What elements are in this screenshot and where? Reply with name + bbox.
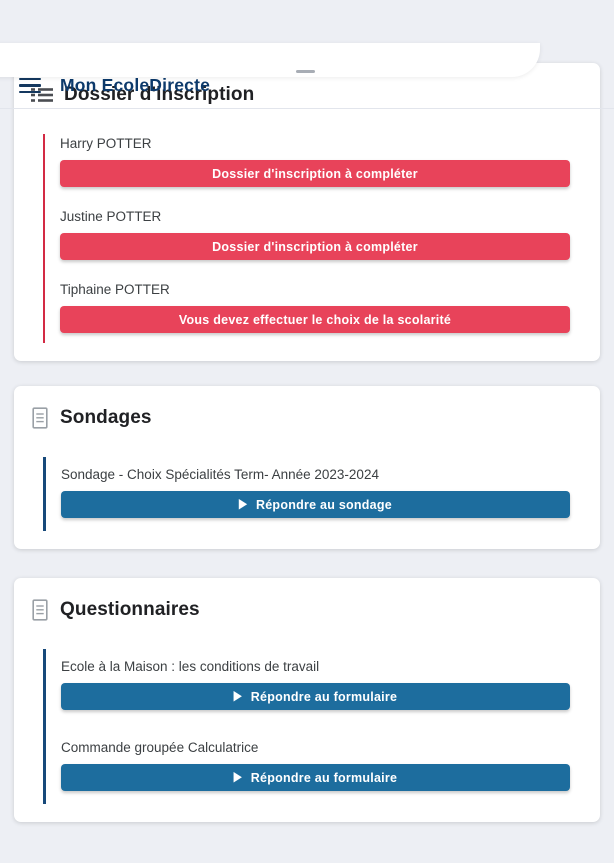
dossier-a-completer-button[interactable]: Dossier d'inscription à compléter xyxy=(60,233,570,260)
dossier-heading: Dossier d'inscription xyxy=(30,84,570,106)
sondages-heading: Sondages xyxy=(30,407,570,429)
sondage-item: Sondage - Choix Spécialités Term- Année … xyxy=(61,467,570,518)
questionnaires-heading: Questionnaires xyxy=(30,599,570,621)
section-title: Questionnaires xyxy=(60,599,200,620)
section-questionnaires: Questionnaires Ecole à la Maison : les c… xyxy=(14,578,600,822)
sondage-label: Sondage - Choix Spécialités Term- Année … xyxy=(61,467,379,482)
student-item: Justine POTTER Dossier d'inscription à c… xyxy=(60,209,570,260)
repondre-formulaire-button[interactable]: ▶ Répondre au formulaire xyxy=(61,683,570,710)
questionnaire-label: Ecole à la Maison : les conditions de tr… xyxy=(61,659,320,674)
button-label: Répondre au formulaire xyxy=(250,770,398,785)
choix-scolarite-button[interactable]: Vous devez effectuer le choix de la scol… xyxy=(60,306,570,333)
student-item: Tiphaine POTTER Vous devez effectuer le … xyxy=(60,282,570,333)
document-icon xyxy=(32,407,48,429)
student-name: Harry POTTER xyxy=(60,136,152,151)
hamburger-menu-icon[interactable] xyxy=(19,77,41,94)
document-icon xyxy=(32,599,48,621)
dossier-a-completer-button[interactable]: Dossier d'inscription à compléter xyxy=(60,160,570,187)
list-icon xyxy=(31,88,53,102)
questionnaire-item: Commande groupée Calculatrice ▶ Répondre… xyxy=(61,740,570,791)
repondre-sondage-button[interactable]: ▶ Répondre au sondage xyxy=(61,491,570,518)
questionnaire-label: Commande groupée Calculatrice xyxy=(61,740,259,755)
sondage-list: Sondage - Choix Spécialités Term- Année … xyxy=(43,457,570,531)
play-icon: ▶ xyxy=(233,689,242,703)
section-title: Sondages xyxy=(60,407,152,428)
section-dossier-inscription: Dossier d'inscription Harry POTTER Dossi… xyxy=(14,63,600,361)
repondre-formulaire-button[interactable]: ▶ Répondre au formulaire xyxy=(61,764,570,791)
button-label: Répondre au sondage xyxy=(255,497,392,512)
student-name: Tiphaine POTTER xyxy=(60,282,170,297)
app-header: Mon EcoleDirecte xyxy=(0,63,614,109)
student-name: Justine POTTER xyxy=(60,209,162,224)
student-list: Harry POTTER Dossier d'inscription à com… xyxy=(43,134,570,343)
play-icon: ▶ xyxy=(233,770,242,784)
section-title: Dossier d'inscription xyxy=(64,84,255,105)
app-title[interactable]: Mon EcoleDirecte xyxy=(60,75,211,95)
student-item: Harry POTTER Dossier d'inscription à com… xyxy=(60,136,570,187)
questionnaire-list: Ecole à la Maison : les conditions de tr… xyxy=(43,649,570,804)
section-sondages: Sondages Sondage - Choix Spécialités Ter… xyxy=(14,386,600,549)
top-sheet-overlay xyxy=(0,43,540,77)
button-label: Répondre au formulaire xyxy=(250,689,398,704)
play-icon: ▶ xyxy=(239,497,247,511)
questionnaire-item: Ecole à la Maison : les conditions de tr… xyxy=(61,659,570,710)
drag-handle-icon[interactable] xyxy=(296,70,315,73)
